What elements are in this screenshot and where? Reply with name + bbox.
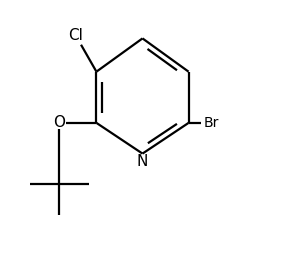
Text: Br: Br	[204, 116, 219, 130]
Text: O: O	[53, 115, 65, 130]
Text: N: N	[137, 154, 148, 169]
Text: Cl: Cl	[68, 28, 84, 43]
